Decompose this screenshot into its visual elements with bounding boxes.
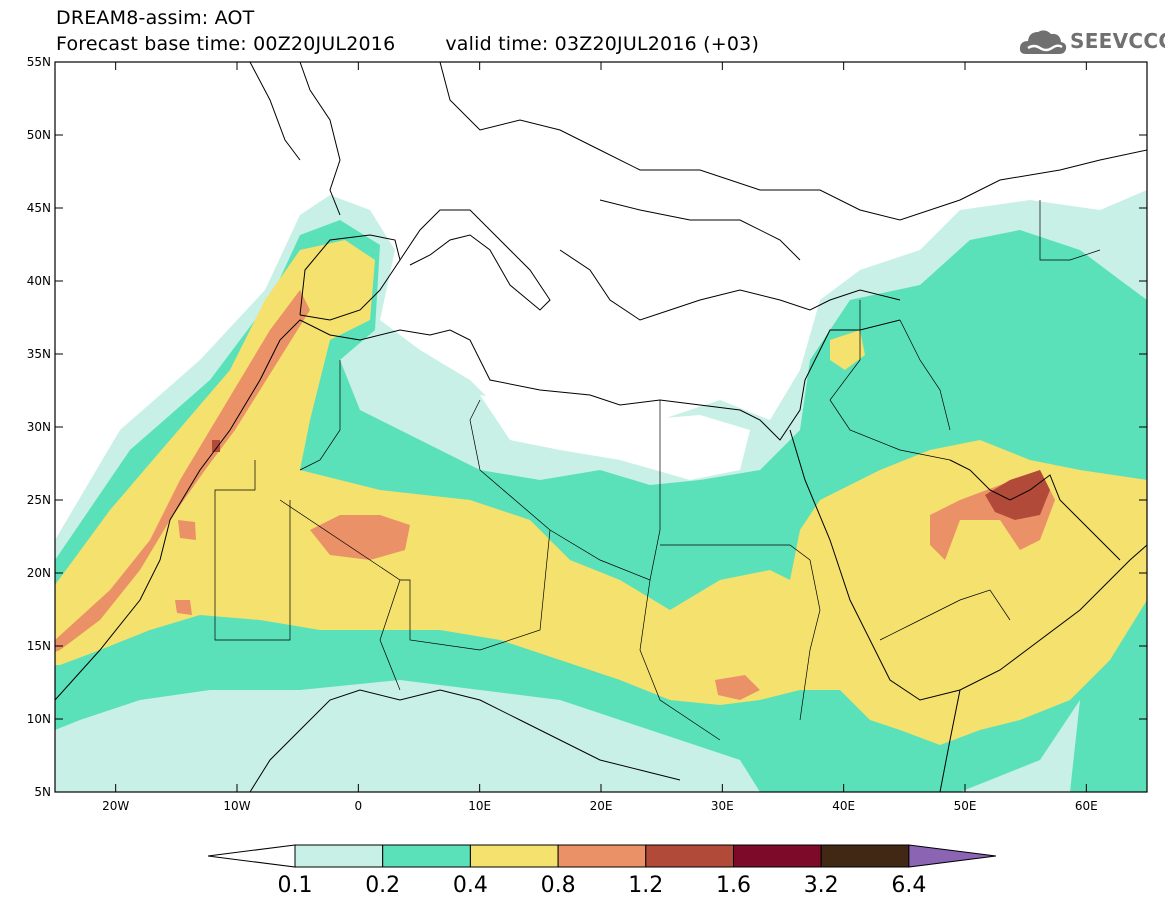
coastlines bbox=[55, 62, 1147, 792]
forecast-base-time: Forecast base time: 00Z20JUL2016 bbox=[56, 33, 396, 55]
lat-tick-label: 30N bbox=[27, 420, 51, 434]
colorbar-label: 1.6 bbox=[716, 873, 751, 898]
map-title: DREAM8-assim: AOT bbox=[56, 7, 255, 29]
colorbar-label: 6.4 bbox=[891, 873, 926, 898]
lat-tick-label: 15N bbox=[27, 639, 51, 653]
lat-tick-label: 20N bbox=[27, 566, 51, 580]
colorbar-label: 0.4 bbox=[453, 873, 488, 898]
lat-tick-label: 5N bbox=[34, 785, 51, 799]
lon-tick-label: 10W bbox=[223, 799, 250, 813]
colorbar-label: 0.2 bbox=[365, 873, 400, 898]
colorbar: 0.1 0.2 0.4 0.8 1.2 1.6 3.2 6.4 bbox=[207, 844, 996, 898]
lon-tick-label: 30E bbox=[711, 799, 734, 813]
colorbar-segment bbox=[733, 844, 822, 868]
colorbar-segment bbox=[469, 844, 559, 868]
cloud-icon bbox=[1019, 30, 1067, 54]
colorbar-label: 0.1 bbox=[278, 873, 313, 898]
time-info: Forecast base time: 00Z20JUL2016 valid ti… bbox=[56, 33, 759, 55]
aot-band-0.4 bbox=[55, 240, 1147, 745]
lat-tick-label: 35N bbox=[27, 347, 51, 361]
lat-tick-label: 50N bbox=[27, 128, 51, 142]
seevccc-logo: SEEVCCC bbox=[1018, 24, 1165, 58]
colorbar-segment bbox=[645, 844, 734, 868]
lon-tick-label: 40E bbox=[832, 799, 855, 813]
valid-time: valid time: 03Z20JUL2016 (+03) bbox=[445, 33, 760, 55]
logo-text: SEEVCCC bbox=[1070, 29, 1165, 53]
colorbar-label: 3.2 bbox=[804, 873, 839, 898]
aot-field bbox=[55, 62, 1147, 792]
lat-tick-label: 10N bbox=[27, 712, 51, 726]
lon-tick-label: 10E bbox=[468, 799, 491, 813]
lat-tick-label: 45N bbox=[27, 201, 51, 215]
aot-band-1.2 bbox=[212, 440, 1050, 520]
lat-tick-label: 40N bbox=[27, 274, 51, 288]
colorbar-label: 1.2 bbox=[628, 873, 663, 898]
lon-tick-label: 50E bbox=[954, 799, 977, 813]
colorbar-segment bbox=[820, 844, 910, 868]
colorbar-label: 0.8 bbox=[541, 873, 576, 898]
lat-tick-label: 55N bbox=[27, 55, 51, 69]
lon-tick-label: 60E bbox=[1075, 799, 1098, 813]
lon-tick-label: 0 bbox=[355, 799, 363, 813]
colorbar-min-arrow bbox=[207, 844, 296, 868]
colorbar-segment bbox=[557, 844, 647, 868]
axis-ticks: 20W 10W 0 10E 20E 30E 40E 50E 60E 55N 50N 45N 40N 35N… bbox=[27, 55, 1147, 813]
lon-tick-label: 20W bbox=[102, 799, 129, 813]
colorbar-segment bbox=[382, 844, 471, 868]
country-borders bbox=[214, 200, 1101, 741]
lon-tick-label: 20E bbox=[590, 799, 613, 813]
colorbar-max-arrow bbox=[908, 844, 996, 868]
lat-tick-label: 25N bbox=[27, 493, 51, 507]
colorbar-segment bbox=[294, 844, 384, 868]
